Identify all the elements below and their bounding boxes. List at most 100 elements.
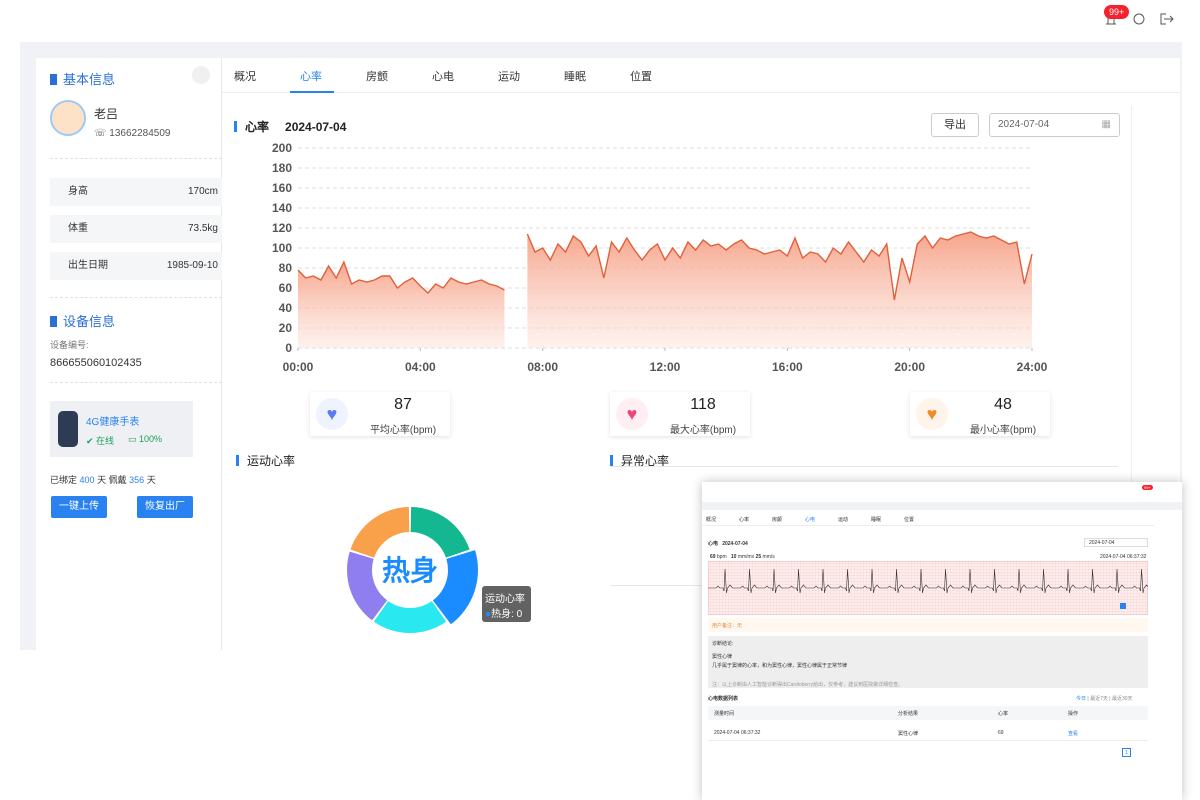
- stat-card: ♥ 87 平均心率(bpm): [310, 392, 450, 436]
- y-tick-label: 80: [279, 261, 293, 275]
- tooltip-row: ●热身: 0: [485, 609, 523, 620]
- section-title: 运动心率: [236, 452, 295, 469]
- date-picker[interactable]: 2024-07-04 ▦: [989, 113, 1120, 137]
- logout-icon[interactable]: [1160, 13, 1174, 25]
- tab[interactable]: 位置: [630, 71, 652, 83]
- donut-segment: [346, 551, 388, 621]
- tab[interactable]: 睡眠: [564, 71, 586, 83]
- unit: 天: [146, 475, 156, 485]
- y-tick-label: 140: [272, 201, 292, 215]
- zoom-icon[interactable]: [1120, 603, 1126, 609]
- user-name: 老吕: [94, 107, 119, 121]
- x-tick-label: 08:00: [527, 360, 558, 374]
- globe-icon[interactable]: [1133, 13, 1145, 25]
- diagnosis-title: 诊断结论:: [712, 641, 734, 647]
- y-tick-label: 40: [279, 301, 293, 315]
- y-tick-label: 0: [285, 341, 292, 355]
- battery: ▭ 100%: [128, 434, 163, 444]
- heart-rate-chart: 0 20 40 60 80 100 120 140 160 180 200 00:00 04:00 08:…: [272, 141, 1048, 374]
- reading-unit: bpm: [716, 554, 727, 560]
- area: [298, 262, 505, 348]
- tab[interactable]: 运动: [498, 71, 520, 83]
- remark: 用户备注：无: [708, 618, 1148, 632]
- tab[interactable]: 心率: [300, 71, 322, 83]
- tab-bar: 概况 心率 房颤 心电 运动 睡眠 位置: [222, 58, 1180, 93]
- tab[interactable]: 房颤: [366, 71, 388, 83]
- tab[interactable]: 位置: [904, 517, 915, 523]
- ecg-title: 心电 2024-07-04: [708, 540, 748, 547]
- device-name: 4G健康手表: [86, 417, 140, 428]
- filter[interactable]: 最近30天: [1111, 696, 1133, 702]
- view-link[interactable]: 查看: [1068, 731, 1079, 737]
- upload-button[interactable]: 一键上传: [51, 496, 107, 518]
- battery-text: 100%: [139, 434, 163, 444]
- exercise-donut: 热身: [346, 507, 479, 634]
- note: 注：以上诊断由人工智能诊断得出Cardioberry给出，仅参考，建议到医院做详…: [712, 682, 904, 688]
- field-weight: 体重 73.5kg: [50, 215, 222, 243]
- field-value: 1985-09-10: [166, 260, 218, 271]
- phone: ☏ 13662284509: [94, 128, 171, 139]
- header-cell: 心率: [998, 711, 1009, 717]
- bound-days: 400: [79, 475, 95, 485]
- section-title: 设备信息: [50, 311, 115, 330]
- avatar: [50, 100, 86, 136]
- date-picker[interactable]: 2024-07-04: [1084, 538, 1148, 547]
- notification-badge: 99+: [1142, 485, 1153, 490]
- divider: [610, 466, 1118, 467]
- x-tick-label: 16:00: [772, 360, 803, 374]
- divider: [610, 585, 710, 586]
- cell: 69: [998, 730, 1004, 736]
- field-value: 170cm: [187, 186, 218, 197]
- heart-icon: ♥: [916, 398, 948, 430]
- stat-label: 最大心率(bpm): [669, 425, 737, 436]
- diagnosis-text: 几乎属于窦律的心率，和为窦性心律，窦性心律属于正常节律: [712, 663, 848, 669]
- tab[interactable]: 运动: [838, 517, 849, 523]
- stat-label: 最小心率(bpm): [969, 425, 1037, 436]
- panel-band: [702, 502, 1182, 510]
- filter[interactable]: 今日: [1076, 696, 1087, 702]
- y-tick-label: 160: [272, 181, 292, 195]
- title: 心率: [245, 120, 270, 134]
- reset-button[interactable]: 恢复出厂: [137, 496, 193, 518]
- reading-value: 25: [755, 554, 762, 560]
- donut-segment: [432, 550, 479, 625]
- stat-label: 平均心率(bpm): [369, 425, 437, 436]
- heart-icon: ♥: [616, 398, 648, 430]
- tooltip-title: 运动心率: [485, 594, 525, 605]
- tab[interactable]: 房颤: [772, 517, 783, 523]
- stat-card: ♥ 48 最小心率(bpm): [910, 392, 1050, 436]
- tab[interactable]: 心电: [432, 71, 454, 83]
- x-tick-label: 20:00: [894, 360, 925, 374]
- stat-card: ♥ 118 最大心率(bpm): [610, 392, 750, 436]
- divider: [50, 297, 222, 298]
- device-status: ✔ 在线: [86, 436, 115, 446]
- donut-center: 热身: [382, 554, 438, 586]
- chart-title: 心率 2024-07-04: [234, 118, 346, 135]
- tab[interactable]: 心率: [739, 517, 750, 523]
- tab[interactable]: 概况: [706, 517, 717, 523]
- x-tick-label: 04:00: [405, 360, 436, 374]
- header-cell: 分析结果: [898, 711, 919, 717]
- edit-button[interactable]: [192, 66, 210, 84]
- tab[interactable]: 概况: [234, 71, 256, 83]
- tab-bar: 概况 心率 房颤 心电 运动 睡眠 位置: [702, 514, 1154, 526]
- tooltip-value: 0: [516, 609, 523, 620]
- date: 2024-07-04: [722, 541, 748, 547]
- tab[interactable]: 睡眠: [871, 517, 882, 523]
- filters: 今日 | 最近7天 | 最近30天: [1076, 696, 1133, 702]
- page-button[interactable]: 1: [1122, 748, 1131, 757]
- section-title: 异常心率: [610, 452, 669, 469]
- diagnosis: 窦性心律: [712, 654, 733, 660]
- line: [526, 231, 1033, 301]
- y-tick-label: 60: [279, 281, 293, 295]
- filter[interactable]: 最近7天: [1090, 696, 1108, 702]
- tab[interactable]: 心电: [805, 517, 816, 523]
- reading-unit: mm/s: [762, 554, 775, 560]
- export-button[interactable]: 导出: [931, 113, 979, 137]
- y-tick-label: 180: [272, 161, 292, 175]
- phone-number: 13662284509: [109, 128, 171, 139]
- divider: [708, 740, 1148, 741]
- reading-value: 10: [730, 554, 737, 560]
- line: [297, 260, 505, 295]
